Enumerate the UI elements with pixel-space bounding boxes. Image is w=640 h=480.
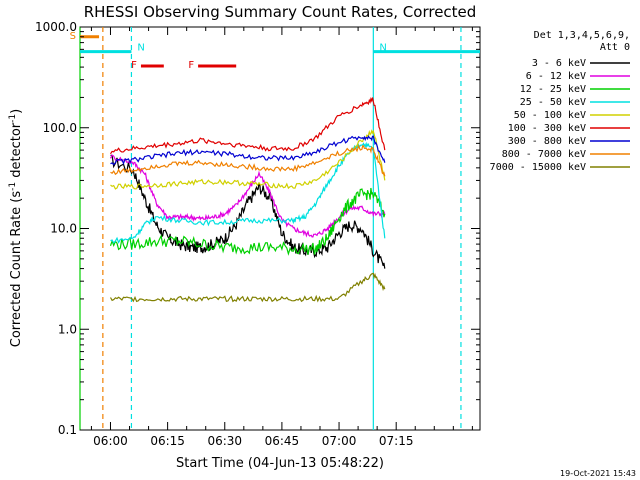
series-line-0 (110, 154, 386, 269)
legend-entry-4: 50 - 100 keV (514, 110, 586, 121)
x-axis-label: Start Time (04-Jun-13 05:48:22) (176, 456, 384, 471)
legend-entry-8: 7000 - 15000 keV (490, 162, 586, 173)
y-tick-label-0: 0.1 (58, 423, 77, 437)
chart-title: RHESSI Observing Summary Count Rates, Co… (84, 3, 477, 21)
legend-entry-2: 12 - 25 keV (520, 84, 586, 95)
series-line-4 (110, 129, 386, 190)
y-tick-label-2: 10.0 (50, 222, 77, 236)
reference-lines (79, 27, 462, 430)
y-label-end: ) (9, 109, 24, 114)
state-bar-label-3: F (131, 60, 137, 71)
legend: Det 1,3,4,5,6,9,Att 0 3 - 6 keV 6 - 12 keV… (490, 30, 630, 173)
y-tick-label-3: 100.0 (43, 121, 77, 135)
y-label-mid: detector (9, 122, 24, 182)
x-tick-label-5: 07:15 (379, 434, 414, 448)
y-label-main: Corrected Count Rate (s (9, 191, 24, 348)
y-axis-label: Corrected Count Rate (s-1 detector-1) (8, 109, 24, 347)
series-line-2 (109, 187, 386, 256)
legend-entry-7: 800 - 7000 keV (502, 149, 586, 160)
timestamp: 19-Oct-2021 15:43 (560, 469, 636, 478)
y-label-sup1: -1 (8, 182, 18, 191)
state-bars: SN NF F (70, 31, 480, 71)
state-bar-label-0: S (70, 31, 76, 42)
y-axis: 0.1 1.0 10.0 100.0 1000.0 (35, 20, 480, 437)
series-line-6 (110, 135, 386, 166)
series-lines (109, 97, 386, 303)
legend-entry-0: 3 - 6 keV (532, 58, 586, 69)
legend-entry-3: 25 - 50 keV (520, 97, 586, 108)
state-bar-label-1: N (137, 43, 144, 54)
series-line-7 (110, 144, 386, 177)
legend-entry-1: 6 - 12 keV (526, 71, 586, 82)
x-tick-label-3: 06:45 (265, 434, 300, 448)
legend-entry-5: 100 - 300 keV (508, 123, 586, 134)
series-line-8 (109, 272, 386, 303)
legend-entry-6: 300 - 800 keV (508, 136, 586, 147)
y-label-sup2: -1 (8, 114, 18, 123)
series-line-5 (110, 97, 386, 155)
state-bar-label-4: F (188, 60, 194, 71)
legend-header-1: Att 0 (600, 42, 630, 53)
x-tick-label-4: 07:00 (322, 434, 357, 448)
x-axis: 06:00 06:15 06:30 06:45 07:00 07:15 (90, 27, 473, 448)
x-tick-label-2: 06:30 (207, 434, 242, 448)
y-tick-label-4: 1000.0 (35, 20, 77, 34)
x-tick-label-1: 06:15 (150, 434, 185, 448)
legend-header-0: Det 1,3,4,5,6,9, (534, 30, 630, 41)
x-tick-label-0: 06:00 (93, 434, 128, 448)
state-bar-label-2: N (379, 43, 386, 54)
y-tick-label-1: 1.0 (58, 322, 77, 336)
